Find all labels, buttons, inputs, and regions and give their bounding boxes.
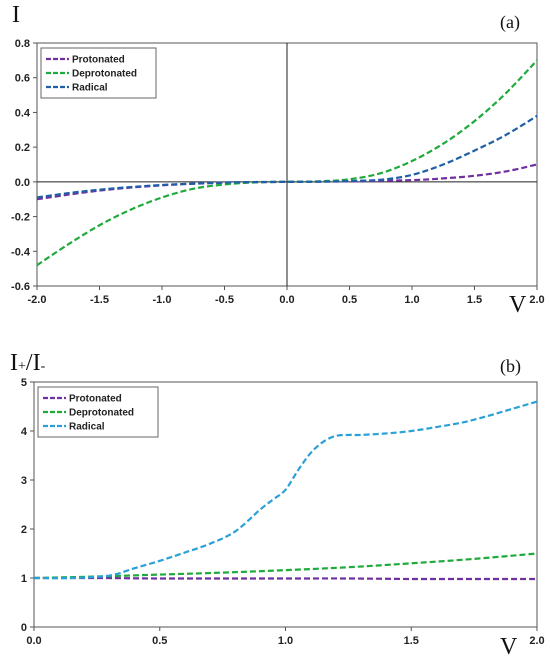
chart-panel-b: 0 1 2 3 4 5 0.0 0.5 1.0 1.5 2.0 Protonated Deprotona… xyxy=(10,350,545,660)
legend-label: Deprotonated xyxy=(72,69,137,80)
y-tick-label: -0.4 xyxy=(11,246,31,258)
legend-box xyxy=(37,386,159,438)
x-tick-label: 0.5 xyxy=(342,294,357,306)
panel-tag: (a) xyxy=(500,12,520,33)
y-tick-label: 3 xyxy=(21,475,27,487)
legend-label: Deprotonated xyxy=(69,408,134,419)
series-line-protonated xyxy=(33,576,537,581)
x-tick-label: 1.0 xyxy=(404,294,419,306)
x-tick-label: 1.5 xyxy=(404,635,419,647)
x-tick-label: -1.0 xyxy=(153,294,172,306)
x-tick-label: 2.0 xyxy=(529,294,544,306)
series-line-deprotonated xyxy=(33,552,538,580)
x-tick-label: -2.0 xyxy=(28,294,47,306)
legend-label: Radical xyxy=(72,83,108,94)
y-tick-label: 0 xyxy=(21,622,27,634)
y-tick-label: -0.2 xyxy=(11,212,30,224)
legend-label: Radical xyxy=(69,422,105,433)
y-axis-label: I+/I- xyxy=(10,350,46,376)
x-tick-label: 1.0 xyxy=(278,635,293,647)
x-tick-label: 0.0 xyxy=(26,635,41,647)
y-tick-label: 0.6 xyxy=(15,73,30,85)
series-line-radical xyxy=(33,400,538,580)
x-tick-label: 0.5 xyxy=(152,635,167,647)
legend-label: Protonated xyxy=(69,394,122,405)
y-tick-label: 4 xyxy=(21,426,28,438)
y-tick-label: 0.8 xyxy=(15,38,30,50)
y-tick-label: 0.4 xyxy=(15,107,31,119)
y-tick-label: 1 xyxy=(21,573,27,585)
legend-label: Protonated xyxy=(72,55,125,66)
x-tick-label: 2.0 xyxy=(529,635,544,647)
x-tick-label: 1.5 xyxy=(467,294,482,306)
y-tick-label: 2 xyxy=(21,524,27,536)
y-axis-label: I xyxy=(12,2,20,28)
y-tick-label: 5 xyxy=(21,377,27,389)
chart-panel-a: -0.6 -0.4 -0.2 0.0 0.2 0.4 0.6 0.8 -2.0 -1.5 -1.0 -… xyxy=(11,2,545,318)
series-line-radical xyxy=(36,114,538,199)
x-tick-label: -0.5 xyxy=(215,294,234,306)
panel-tag: (b) xyxy=(500,356,521,377)
series-line-deprotonated xyxy=(36,59,538,267)
y-tick-label: -0.6 xyxy=(11,281,30,293)
y-tick-label: 0.2 xyxy=(15,142,30,154)
x-tick-label: -1.5 xyxy=(90,294,109,306)
x-tick-label: 0.0 xyxy=(279,294,294,306)
x-axis-label: V xyxy=(509,292,527,318)
y-tick-label: 0.0 xyxy=(15,177,30,189)
x-axis-label: V xyxy=(500,634,518,660)
